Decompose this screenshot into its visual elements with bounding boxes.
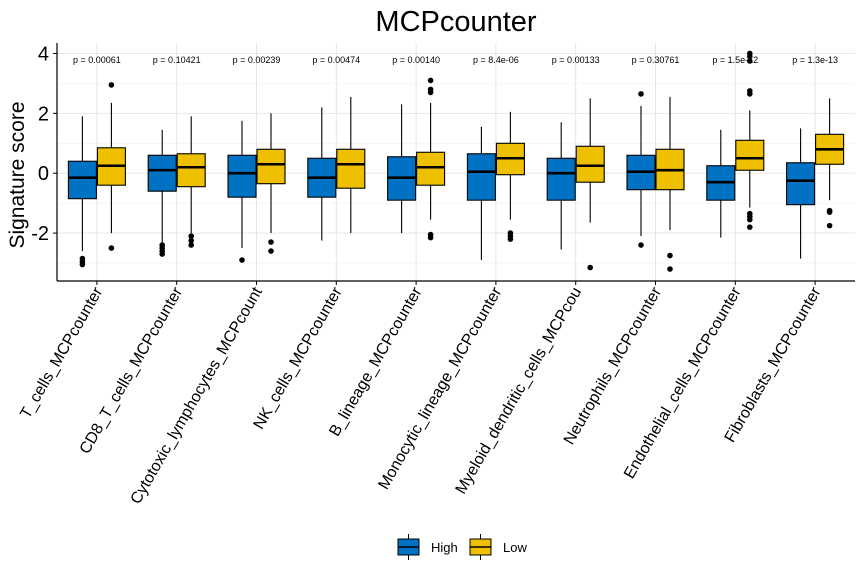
box-high-9 (786, 128, 816, 259)
outlier-point (79, 261, 86, 268)
box-iqr (67, 160, 97, 200)
box-high-2 (227, 120, 257, 263)
legend: High Low (397, 534, 527, 560)
box-low-7 (655, 96, 685, 272)
box-iqr (147, 154, 177, 192)
box-low-8 (735, 50, 765, 230)
box-iqr (176, 153, 206, 188)
box-iqr (786, 162, 816, 206)
box-iqr (416, 151, 446, 186)
outlier-point (747, 216, 753, 223)
p-value-annotations: p = 0.00061 p = 0.10421 p = 0.00239 p = 0.0… (73, 55, 838, 65)
outlier-point (667, 266, 673, 272)
y-tick-label: 2 (38, 103, 49, 125)
box-high-8 (706, 129, 736, 238)
y-axis-label: Signature score (6, 101, 29, 248)
box-high-4 (387, 104, 417, 234)
outlier-point (747, 50, 753, 57)
box-low-5 (495, 111, 525, 242)
axes (56, 43, 855, 282)
p-value-label: p = 0.00140 (392, 55, 440, 65)
outlier-point (188, 242, 194, 248)
plot-area (67, 50, 845, 272)
box-low-9 (815, 98, 845, 229)
box-iqr (735, 139, 765, 171)
p-value-label: p = 0.30761 (632, 55, 680, 65)
p-value-label: p = 8.4e-06 (473, 55, 519, 65)
box-iqr (336, 148, 366, 189)
outlier-point (667, 252, 673, 259)
outlier-point (638, 242, 644, 248)
box-low-6 (575, 98, 605, 271)
p-value-label: p = 0.00474 (312, 55, 360, 65)
y-tick-labels: -2 0 2 4 (31, 43, 57, 245)
outlier-point (747, 224, 753, 230)
box-low-4 (416, 77, 446, 241)
outlier-point (427, 86, 434, 93)
outlier-point (427, 77, 434, 84)
box-iqr (575, 145, 605, 183)
y-tick-label: -2 (31, 223, 49, 245)
y-tick-label: 4 (38, 43, 49, 65)
outlier-point (747, 88, 753, 94)
outlier-point (159, 251, 165, 257)
box-high-3 (307, 107, 337, 241)
box-iqr (256, 148, 286, 185)
box-low-1 (176, 116, 206, 248)
outlier-point (427, 234, 434, 241)
outlier-point (826, 222, 833, 229)
box-high-0 (67, 116, 97, 268)
box-high-7 (626, 91, 656, 248)
outlier-point (108, 245, 115, 251)
box-iqr (227, 154, 257, 198)
legend-label-high: High (431, 540, 458, 555)
box-low-2 (256, 113, 286, 254)
p-value-label: p = 1.5e-12 (712, 55, 758, 65)
box-low-3 (336, 96, 366, 234)
p-value-label: p = 0.10421 (153, 55, 201, 65)
outlier-point (826, 209, 833, 215)
outlier-point (108, 82, 115, 88)
outlier-point (507, 236, 514, 242)
outlier-point (268, 239, 274, 245)
p-value-label: p = 1.3e-13 (792, 55, 838, 65)
p-value-label: p = 0.00133 (552, 55, 600, 65)
legend-label-low: Low (503, 540, 527, 555)
y-tick-label: 0 (38, 163, 49, 185)
box-iqr (466, 153, 496, 201)
outlier-point (638, 91, 644, 97)
outlier-point (587, 264, 593, 271)
outlier-point (188, 237, 194, 244)
box-high-5 (466, 126, 496, 261)
box-iqr (546, 157, 576, 201)
p-value-label: p = 0.00239 (233, 55, 281, 65)
p-value-label: p = 0.00061 (73, 55, 121, 65)
outlier-point (188, 233, 194, 239)
outlier-point (239, 257, 245, 263)
box-high-6 (546, 122, 576, 250)
box-low-0 (96, 82, 126, 251)
outlier-point (268, 248, 274, 254)
chart-title: MCPcounter (375, 6, 537, 38)
outlier-point (747, 58, 753, 64)
box-high-1 (147, 129, 177, 257)
